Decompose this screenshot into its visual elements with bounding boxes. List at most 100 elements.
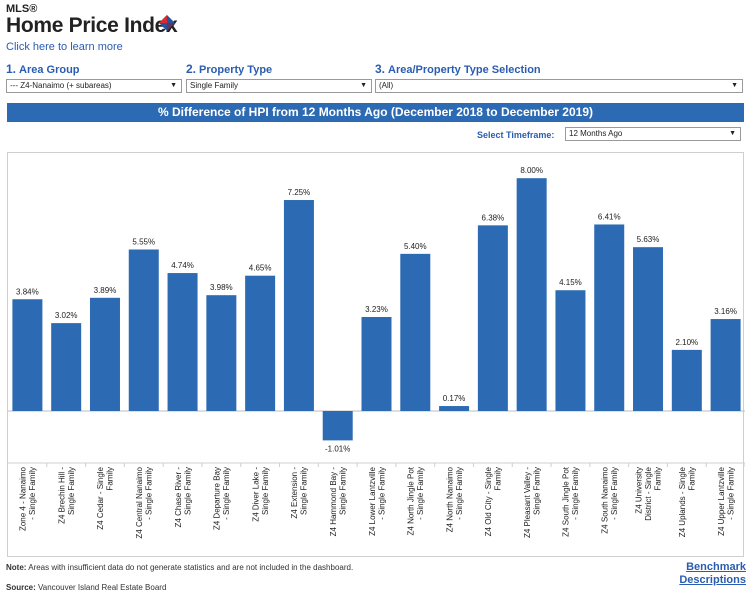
category-label: Z4 Uplands - Single Family <box>678 466 697 537</box>
category-label: Z4 South Nanaimo - Single Family <box>600 466 619 533</box>
bar[interactable] <box>12 299 43 411</box>
category-label-line: District - Single <box>644 466 653 520</box>
category-label: Z4 Upper Lantzville - Single Family <box>717 466 736 535</box>
property-type-select[interactable]: Single Family ▼ <box>186 79 372 93</box>
bar[interactable] <box>555 290 586 411</box>
bar[interactable] <box>322 411 353 441</box>
filter-label: Area/Property Type Selection <box>388 64 541 76</box>
data-label: 2.10% <box>675 338 698 347</box>
data-label: 4.65% <box>249 264 272 273</box>
category-label-line: Family <box>106 467 115 491</box>
bar-chart: 3.84%Zone 4 - Nanaimo - Single Family3.02… <box>8 166 745 539</box>
bar[interactable] <box>128 249 159 411</box>
category-label-line: Z4 Upper Lantzville <box>717 466 726 535</box>
category-label: Z4 North Nanaimo - Single Family <box>445 466 464 532</box>
filter-selection: 3. Area/Property Type Selection (All) ▼ <box>375 62 743 93</box>
chevron-down-icon: ▼ <box>731 82 738 89</box>
category-label-line: Z4 Chase River - <box>174 467 183 528</box>
bar[interactable] <box>245 275 276 411</box>
data-label: 7.25% <box>288 188 311 197</box>
hpi-logo-icon <box>159 15 175 31</box>
category-label-line: Z4 Pleasant Valley - <box>523 467 532 538</box>
bar[interactable] <box>89 297 120 411</box>
category-label: Zone 4 - Nanaimo - Single Family <box>19 466 38 531</box>
bar[interactable] <box>206 295 237 411</box>
data-label: 6.41% <box>598 212 621 221</box>
area-group-value: --- Z4-Nanaimo (+ subareas) <box>10 81 112 90</box>
category-label-line: Z4 South Nanaimo <box>600 466 609 533</box>
data-label: 3.84% <box>16 287 39 296</box>
timeframe-value: 12 Months Ago <box>569 129 623 138</box>
filter-number: 1. <box>6 62 17 76</box>
category-label-line: - Single Family <box>455 467 464 520</box>
bar[interactable] <box>594 224 625 411</box>
category-label: Z4 Departure Bay - Single Family <box>213 467 232 530</box>
category-label-line: - Single Family <box>610 467 619 520</box>
bar[interactable] <box>710 319 741 411</box>
data-label: 0.17% <box>443 394 466 403</box>
bar[interactable] <box>167 273 198 411</box>
category-label-line: Zone 4 - Nanaimo <box>19 466 28 531</box>
category-label: Z4 Central Nanaimo - Single Family <box>135 466 154 538</box>
category-label-line: Z4 North Nanaimo <box>445 466 454 532</box>
category-label: Z4 Diver Lake - Single Family <box>251 467 270 522</box>
mls-hpi-logo: MLS® Home Price Index Click here to lear… <box>6 3 178 53</box>
bar[interactable] <box>516 178 547 411</box>
filter-number: 2. <box>186 62 197 76</box>
bar[interactable] <box>51 323 82 411</box>
bar[interactable] <box>400 253 431 411</box>
page-title: Home Price Index <box>6 14 178 37</box>
category-label-line: Z4 Departure Bay <box>213 467 222 530</box>
source-label: Source: <box>6 583 36 592</box>
area-group-select[interactable]: --- Z4-Nanaimo (+ subareas) ▼ <box>6 79 182 93</box>
category-label: Z4 Brechin Hill - Single Family <box>57 467 76 524</box>
category-label-line: Z4 Diver Lake - <box>251 467 260 522</box>
data-label: 3.02% <box>55 311 78 320</box>
data-label: 8.00% <box>520 166 543 175</box>
filter-label: Property Type <box>199 64 273 76</box>
category-label-line: Z4 North Jingle Pot <box>407 466 416 535</box>
note: Note: Areas with insufficient data do no… <box>6 563 353 572</box>
benchmark-descriptions-link[interactable]: Benchmark Descriptions <box>679 561 746 586</box>
category-label: Z4 Cedar - Single Family <box>96 466 115 529</box>
filter-property-type: 2. Property Type Single Family ▼ <box>186 62 372 93</box>
category-label: Z4 University District - Single Family <box>635 466 663 520</box>
category-label: Z4 Old City - Single Family <box>484 466 503 536</box>
category-label-line: Z4 Uplands - Single <box>678 466 687 537</box>
filter-area-group: 1. Area Group --- Z4-Nanaimo (+ subareas)… <box>6 62 182 93</box>
selection-select[interactable]: (All) ▼ <box>375 79 743 93</box>
category-label-line: - Single Family <box>416 467 425 520</box>
category-label: Z4 South Jingle Pot - Single Family <box>562 466 581 537</box>
timeframe-label: Select Timeframe: <box>477 130 555 140</box>
bar[interactable] <box>671 349 702 411</box>
category-label-line: Z4 Lower Lantzville <box>368 466 377 535</box>
bar[interactable] <box>439 406 470 411</box>
bar[interactable] <box>477 225 508 411</box>
bar[interactable] <box>633 247 664 411</box>
category-label-line: Z4 South Jingle Pot <box>562 466 571 537</box>
source: Source: Vancouver Island Real Estate Boa… <box>6 583 166 592</box>
category-label: Z4 Chase River - Single Family <box>174 467 193 528</box>
chart-title-banner: % Difference of HPI from 12 Months Ago (… <box>7 103 744 122</box>
learn-more-link[interactable]: Click here to learn more <box>6 41 123 53</box>
data-label: 4.74% <box>171 261 194 270</box>
data-label: 4.15% <box>559 278 582 287</box>
category-label-line: Z4 Central Nanaimo <box>135 466 144 538</box>
category-label-line: Z4 Brechin Hill - <box>57 467 66 524</box>
category-label: Z4 Pleasant Valley - Single Family <box>523 467 542 538</box>
category-label-line: Single Family <box>261 467 270 515</box>
mls-mark: MLS® <box>6 3 38 15</box>
category-label-line: Family <box>688 467 697 491</box>
chart-container: 3.84% Zone 4 - Nanaimo - Single Family 3.02… <box>7 152 745 557</box>
property-type-value: Single Family <box>190 81 239 90</box>
timeframe-select[interactable]: 12 Months Ago ▼ <box>565 127 741 141</box>
data-label: 6.38% <box>482 213 505 222</box>
category-label-line: Z4 Cedar - Single <box>96 466 105 529</box>
category-label: Z4 North Jingle Pot - Single Family <box>407 466 426 535</box>
category-label-line: - Single Family <box>222 467 231 520</box>
data-label: 3.16% <box>714 307 737 316</box>
chevron-down-icon: ▼ <box>729 130 736 137</box>
bar[interactable] <box>283 200 314 411</box>
bar[interactable] <box>361 317 392 411</box>
category-label-line: Family <box>654 467 663 491</box>
